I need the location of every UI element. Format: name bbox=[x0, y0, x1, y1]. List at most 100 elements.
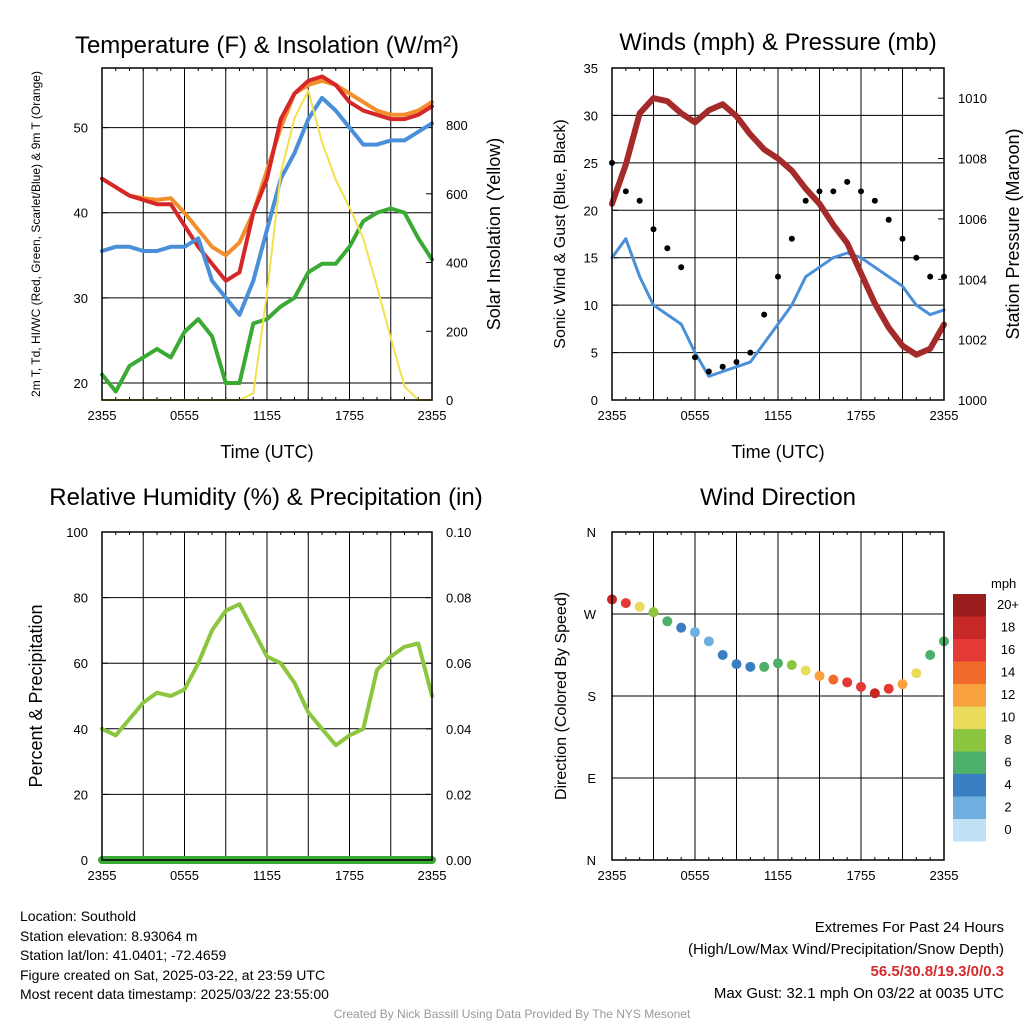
info-elevation: Station elevation: 8.93064 m bbox=[20, 927, 198, 944]
gust-point bbox=[830, 188, 837, 195]
x-tick-label: 2355 bbox=[418, 868, 447, 883]
y-tick-label-left: 10 bbox=[584, 298, 598, 313]
direction-point bbox=[897, 679, 908, 690]
direction-point bbox=[856, 681, 866, 692]
y-tick-label: W bbox=[584, 607, 597, 622]
gust-point bbox=[844, 178, 851, 185]
direction-point bbox=[925, 650, 936, 660]
station-info: Location: Southold Station elevation: 8.… bbox=[20, 907, 329, 1005]
gust-point bbox=[871, 197, 878, 204]
y-tick-label-left: 0 bbox=[81, 853, 88, 868]
direction-point bbox=[759, 661, 770, 672]
extremes-values: 56.5/30.8/19.3/0/0.3 bbox=[870, 963, 1004, 980]
x-tick-label: 1755 bbox=[335, 408, 364, 423]
winds-pressure-chart: 2355 0555 1155 1755 235505101520253035100010… bbox=[584, 61, 987, 423]
y-tick-label-left: 60 bbox=[74, 656, 88, 671]
gust-point bbox=[885, 216, 892, 223]
legend-label: 10 bbox=[1001, 710, 1015, 725]
y-tick-label: N bbox=[587, 853, 596, 868]
direction-point bbox=[634, 601, 645, 612]
rh-y-label: Percent & Precipitation bbox=[26, 604, 46, 787]
y-tick-label-right: 0.00 bbox=[446, 853, 471, 868]
wind-y-label-right: Station Pressure (Maroon) bbox=[1003, 128, 1023, 339]
y-tick-label-right: 0.06 bbox=[446, 656, 471, 671]
extremes-box: Extremes For Past 24 Hours (High/Low/Max… bbox=[688, 917, 1004, 1005]
y-tick-label-left: 40 bbox=[74, 722, 88, 737]
y-tick-label-right: 0.08 bbox=[446, 591, 471, 606]
speed-color-legend: mph 20+ 18 16 14 12 10 8 6 4 2 0 bbox=[953, 576, 1019, 842]
gust-point bbox=[622, 188, 629, 195]
rh-panel-title: Relative Humidity (%) & Precipitation (i… bbox=[49, 484, 482, 511]
y-tick-label: S bbox=[587, 689, 596, 704]
y-tick-label-left: 15 bbox=[584, 251, 598, 266]
direction-point bbox=[814, 670, 825, 681]
x-tick-label: 1155 bbox=[253, 408, 281, 423]
gust-point bbox=[899, 235, 906, 242]
y-tick-label: E bbox=[587, 771, 596, 786]
x-tick-label: 1155 bbox=[764, 868, 792, 883]
y-tick-label-left: 5 bbox=[591, 346, 598, 361]
y-tick-label-left: 80 bbox=[74, 591, 88, 606]
x-tick-label: 0555 bbox=[170, 868, 199, 883]
gust-point bbox=[927, 273, 934, 280]
gust-point bbox=[775, 273, 781, 280]
y-tick-label-right: 0 bbox=[446, 393, 453, 408]
x-tick-label: 2355 bbox=[930, 408, 959, 423]
info-created: Figure created on Sat, 2025-03-22, at 23… bbox=[20, 966, 326, 983]
y-tick-label-left: 50 bbox=[74, 121, 88, 136]
direction-point bbox=[842, 677, 853, 688]
y-tick-label-left: 20 bbox=[584, 203, 598, 218]
y-tick-label-right: 600 bbox=[446, 187, 468, 202]
series-line bbox=[100, 74, 434, 283]
x-tick-label: 0555 bbox=[681, 868, 710, 883]
legend-swatch bbox=[953, 819, 986, 842]
gust-point bbox=[913, 254, 920, 261]
gust-point bbox=[788, 235, 795, 242]
gust-point bbox=[705, 368, 712, 375]
direction-point bbox=[731, 659, 742, 670]
x-tick-label: 2355 bbox=[88, 868, 117, 883]
panel-frame bbox=[611, 531, 945, 861]
gust-point bbox=[692, 354, 698, 361]
legend-swatch bbox=[953, 774, 986, 797]
series-line bbox=[609, 95, 947, 358]
direction-point bbox=[869, 688, 880, 699]
y-tick-label-right: 0.10 bbox=[446, 525, 471, 540]
panel-frame bbox=[101, 531, 433, 861]
legend-label: 2 bbox=[1004, 800, 1011, 815]
extremes-heading: Extremes For Past 24 Hours bbox=[814, 919, 1004, 936]
direction-point bbox=[717, 650, 728, 660]
y-tick-label: N bbox=[587, 525, 596, 540]
gust-point bbox=[636, 197, 643, 204]
y-tick-label-right: 1004 bbox=[958, 272, 987, 287]
extremes-max-gust: Max Gust: 32.1 mph On 03/22 at 0035 UTC bbox=[713, 985, 1004, 1002]
dir-panel-title: Wind Direction bbox=[700, 484, 856, 511]
y-tick-label-left: 100 bbox=[66, 525, 88, 540]
direction-point bbox=[662, 616, 673, 627]
series-line bbox=[100, 602, 434, 748]
temp-x-label: Time (UTC) bbox=[220, 442, 313, 462]
legend-label: 16 bbox=[1001, 642, 1015, 657]
panel-frame bbox=[101, 67, 433, 401]
legend-swatch bbox=[953, 639, 986, 662]
x-tick-label: 1155 bbox=[764, 408, 792, 423]
x-tick-label: 1755 bbox=[847, 408, 876, 423]
gust-point bbox=[719, 363, 726, 370]
y-tick-label-right: 800 bbox=[446, 118, 468, 133]
direction-point bbox=[690, 627, 700, 638]
x-tick-label: 1755 bbox=[847, 868, 876, 883]
temp-y-label-right: Solar Insolation (Yellow) bbox=[484, 138, 504, 330]
legend-label: 12 bbox=[1001, 687, 1015, 702]
legend-swatch bbox=[953, 684, 986, 707]
y-tick-label-right: 0.04 bbox=[446, 722, 471, 737]
legend-swatch bbox=[953, 729, 986, 752]
legend-swatch bbox=[953, 594, 986, 617]
humidity-precip-chart: 2355 0555 1155 1755 23550204060801000.000.02… bbox=[66, 525, 471, 883]
x-tick-label: 0555 bbox=[170, 408, 199, 423]
legend-label: 0 bbox=[1004, 822, 1011, 837]
temp-panel-title: Temperature (F) & Insolation (W/m²) bbox=[75, 32, 459, 59]
y-tick-label-right: 200 bbox=[446, 324, 468, 339]
temp-y-label-left: 2m T, Td, HI/WC (Red, Green, Scarlet/Blu… bbox=[29, 71, 43, 397]
